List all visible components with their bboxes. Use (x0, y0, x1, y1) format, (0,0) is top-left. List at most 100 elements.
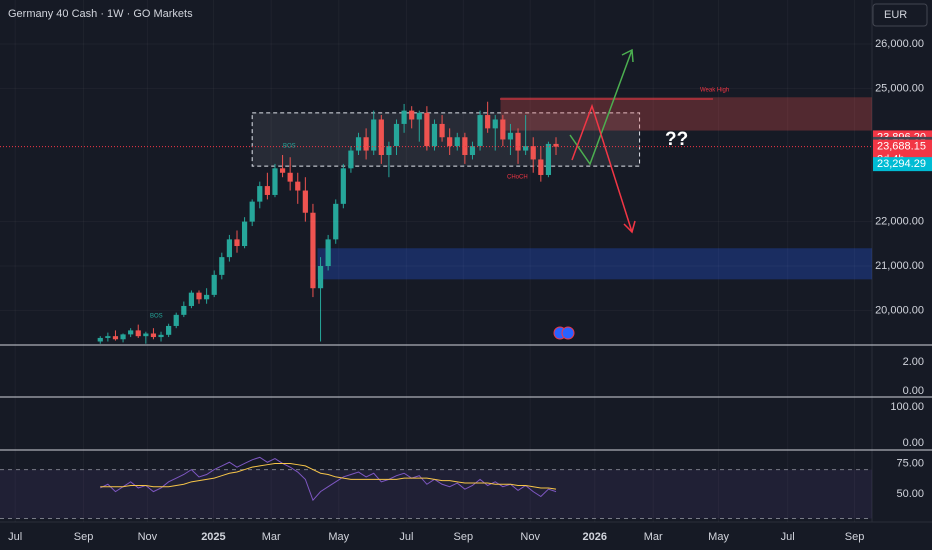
rsi-band (0, 469, 872, 519)
candle-body (401, 110, 407, 124)
candle-body (348, 150, 354, 169)
y-tick-label: 50.00 (896, 488, 924, 500)
bos-label: BOS (283, 144, 296, 150)
candle-body (105, 336, 111, 338)
y-tick-label: 21,000.00 (875, 260, 924, 272)
y-tick-label: 20,000.00 (875, 304, 924, 316)
candle-body (416, 112, 422, 120)
candle-body (211, 274, 217, 295)
x-tick-label: Jul (781, 531, 795, 543)
candle-body (355, 137, 362, 151)
candle-body (363, 137, 369, 151)
candle-body (279, 168, 286, 173)
x-tick-label: Mar (262, 531, 281, 543)
bear-arrow (571, 103, 633, 233)
candle-body (393, 123, 400, 147)
bear-arrow-head (623, 220, 636, 234)
candle-body (226, 239, 232, 258)
candle-body (287, 172, 293, 182)
candle-body (120, 334, 126, 340)
x-tick-label: Nov (138, 531, 158, 543)
price-label: 23,688.15 (877, 141, 926, 153)
candle-body (295, 181, 301, 191)
candle-body (431, 123, 438, 147)
candle-body (143, 333, 149, 337)
candle-body (302, 190, 308, 213)
x-tick-label: Mar (644, 531, 663, 543)
event-icon[interactable] (561, 326, 575, 340)
currency-button[interactable] (872, 3, 928, 27)
zone (251, 112, 641, 167)
candle-body (272, 168, 278, 195)
candle-body (219, 257, 225, 275)
candle-body (181, 305, 187, 315)
candle-body (333, 203, 339, 240)
candle-body (409, 110, 415, 120)
candle-body (310, 212, 316, 289)
candle-body (317, 266, 324, 289)
x-tick-label: Sep (845, 531, 865, 543)
candle-body (492, 119, 498, 129)
question-label: ?? (665, 129, 688, 150)
candle-body (204, 294, 210, 300)
x-tick-label: May (708, 531, 729, 543)
candle-body (196, 292, 202, 300)
candle-body (454, 137, 460, 147)
candle-body (128, 330, 134, 335)
y-tick-label: 0.00 (903, 385, 924, 397)
x-tick-label: Sep (74, 531, 94, 543)
candle-body (325, 239, 331, 267)
candle-body (545, 143, 552, 175)
candle-body (173, 314, 179, 326)
candle-body (97, 337, 103, 342)
candle-body (257, 186, 263, 202)
x-tick-label: May (328, 531, 349, 543)
x-tick-label: 2026 (583, 531, 607, 543)
y-tick-label: 75.00 (896, 457, 924, 469)
indicator-line (100, 462, 557, 490)
candle-body (150, 333, 157, 338)
candle-body (158, 334, 164, 338)
bull-arrow-head (621, 48, 634, 63)
x-tick-label: 2025 (201, 531, 225, 543)
candle-body (507, 132, 514, 140)
candle-body (378, 119, 384, 156)
candle-body (424, 112, 430, 147)
x-tick-label: Nov (520, 531, 540, 543)
candle-body (469, 146, 476, 156)
weak-high-label: Weak High (700, 88, 729, 94)
zone (500, 97, 872, 131)
y-tick-label: 26,000.00 (875, 38, 924, 50)
bull-arrow (569, 49, 633, 166)
candle-body (264, 186, 270, 195)
y-tick-label: 100.00 (890, 401, 924, 413)
y-tick-label: 25,000.00 (875, 82, 924, 94)
candle-body (485, 115, 491, 129)
candle-body (500, 119, 506, 140)
zone (317, 248, 872, 280)
candle-body (523, 146, 529, 151)
x-tick-label: Sep (454, 531, 474, 543)
candle-body (234, 239, 240, 247)
candle-body (371, 119, 377, 151)
y-tick-label: 2.00 (903, 356, 924, 368)
candle-body (447, 137, 453, 147)
candle-body (112, 336, 119, 340)
candle-body (249, 201, 255, 222)
indicator-line (100, 456, 557, 502)
y-tick-label: 0.00 (903, 437, 924, 449)
x-tick-label: Jul (8, 531, 22, 543)
y-tick-label: 22,000.00 (875, 216, 924, 228)
candle-body (386, 146, 392, 156)
currency-label[interactable]: EUR (884, 9, 907, 21)
candle-body (241, 221, 248, 247)
candle-body (340, 168, 346, 204)
candle-body (439, 123, 445, 138)
candle-body (166, 325, 172, 335)
choch-label: CHoCH (507, 175, 528, 181)
candle-body (188, 292, 195, 306)
x-tick-label: Jul (399, 531, 413, 543)
bos-label: BOS (150, 314, 163, 320)
